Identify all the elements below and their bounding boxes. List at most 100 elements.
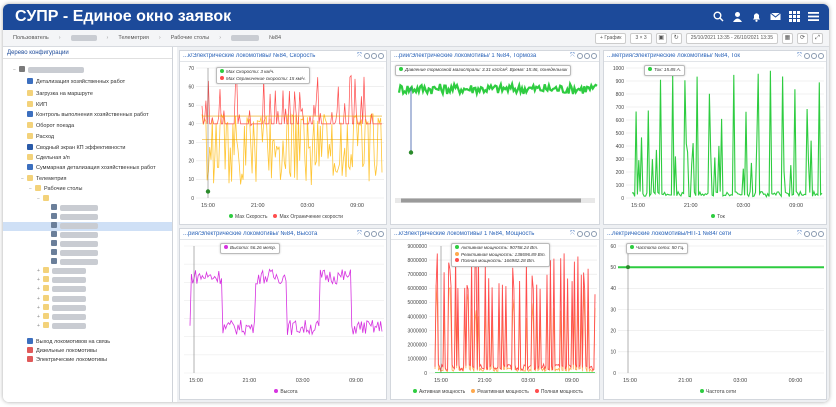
tree-node[interactable]: Расход bbox=[3, 133, 172, 142]
expand-icon[interactable]: ⤧ bbox=[797, 231, 802, 237]
tree-node[interactable]: Оборот поезда bbox=[3, 122, 172, 131]
x-tick-label: 03:00 bbox=[521, 378, 535, 384]
tree-node-hidden[interactable]: + bbox=[3, 267, 172, 276]
mail-icon[interactable] bbox=[770, 11, 781, 22]
expand-toggle-icon[interactable]: + bbox=[37, 323, 40, 329]
tree-node-hidden[interactable] bbox=[3, 213, 172, 222]
legend-item[interactable]: Max Скорость bbox=[235, 214, 268, 220]
tree-node-hidden[interactable]: + bbox=[3, 322, 172, 331]
legend-item[interactable]: Высота bbox=[280, 389, 298, 395]
tree-node-hidden[interactable] bbox=[3, 240, 172, 249]
close-icon[interactable] bbox=[591, 53, 597, 59]
tree-node[interactable]: Дизельные локомотивы bbox=[3, 347, 172, 356]
tree-node[interactable]: Загрузка на маршруте bbox=[3, 90, 172, 99]
bell-icon[interactable] bbox=[751, 11, 762, 22]
breadcrumb-item[interactable]: №84 bbox=[269, 35, 282, 41]
breadcrumb-item[interactable]: Пользователь bbox=[13, 35, 49, 41]
tree-node[interactable]: Электрические локомотивы bbox=[3, 356, 172, 365]
search-icon[interactable] bbox=[713, 11, 724, 22]
grid-icon[interactable] bbox=[789, 11, 800, 22]
settings-icon[interactable] bbox=[364, 53, 370, 59]
legend-item[interactable]: Max Ограничение скорости bbox=[279, 214, 343, 220]
close-icon[interactable] bbox=[591, 231, 597, 237]
minimize-icon[interactable] bbox=[584, 231, 590, 237]
chart-plot[interactable]: 0 100 200 300 400 500 600 700 800 900 1000 15:00 21:… bbox=[604, 62, 828, 210]
minimize-icon[interactable] bbox=[371, 231, 377, 237]
chart-plot[interactable]: 0 10 20 30 40 50 60 70 15:00 21:00 03:00 09:00 bbox=[180, 62, 388, 210]
expand-icon[interactable]: ⤧ bbox=[797, 53, 802, 59]
expand-toggle-icon[interactable]: + bbox=[37, 268, 40, 274]
tree-node-hidden[interactable]: + bbox=[3, 285, 172, 294]
settings-icon[interactable] bbox=[364, 231, 370, 237]
tree-node-hidden[interactable] bbox=[3, 258, 172, 267]
tree-node-hidden[interactable]: + bbox=[3, 313, 172, 322]
expand-icon[interactable]: ⤧ bbox=[357, 231, 362, 237]
redacted-label bbox=[60, 213, 98, 220]
tree-node[interactable]: Суммарная детализация хозяйственных рабо… bbox=[3, 164, 172, 173]
close-icon[interactable] bbox=[818, 53, 824, 59]
date-range-input[interactable]: 25/10/2021 13:35 - 26/10/2021 13:35 bbox=[685, 33, 778, 44]
expand-toggle-icon[interactable]: + bbox=[37, 296, 40, 302]
close-icon[interactable] bbox=[378, 53, 384, 59]
fullscreen-icon[interactable]: ⤢ bbox=[812, 33, 823, 44]
tree-node[interactable]: − Телеметрия bbox=[3, 175, 172, 184]
y-tick-label: 60 bbox=[610, 244, 616, 250]
folder-icon bbox=[51, 204, 57, 210]
tree-node-hidden[interactable]: + bbox=[3, 304, 172, 313]
minimize-icon[interactable] bbox=[584, 53, 590, 59]
tree-node-hidden[interactable] bbox=[3, 231, 172, 240]
tree-node-hidden[interactable] bbox=[3, 204, 172, 213]
tree-node-hidden[interactable] bbox=[3, 222, 172, 231]
minimize-icon[interactable] bbox=[371, 53, 377, 59]
menu-icon[interactable] bbox=[808, 11, 819, 22]
breadcrumb-item[interactable]: Телеметрия bbox=[118, 35, 149, 41]
expand-toggle-icon[interactable]: − bbox=[37, 196, 40, 202]
tree-node-hidden[interactable] bbox=[3, 249, 172, 258]
expand-icon[interactable]: ⤧ bbox=[570, 231, 575, 237]
close-icon[interactable] bbox=[818, 231, 824, 237]
chart-plot[interactable]: 0 10 20 30 40 50 60 15:00 21:00 03:00 09:00 bbox=[604, 240, 828, 385]
close-icon[interactable] bbox=[378, 231, 384, 237]
tree-node[interactable]: Контроль выполнения хозяйственных работ bbox=[3, 111, 172, 120]
settings-icon[interactable] bbox=[804, 231, 810, 237]
legend-item[interactable]: Частота сети bbox=[705, 389, 737, 395]
expand-toggle-icon[interactable]: − bbox=[21, 176, 24, 182]
chart-plot[interactable]: 15:00 21:00 03:00 09:00 bbox=[180, 240, 388, 385]
breadcrumb-item[interactable]: Рабочие столы bbox=[170, 35, 210, 41]
tree-node[interactable]: Детализация хозяйственных работ bbox=[3, 78, 172, 87]
tree-node[interactable]: Сводный экран КП эффективности bbox=[3, 144, 172, 153]
calendar-icon[interactable]: ▦ bbox=[782, 33, 793, 44]
expand-icon[interactable]: ⤧ bbox=[570, 53, 575, 59]
legend-item[interactable]: Ток bbox=[717, 214, 725, 220]
settings-icon[interactable] bbox=[804, 53, 810, 59]
tree-node[interactable]: Сдельная з/п bbox=[3, 154, 172, 163]
expand-toggle-icon[interactable]: − bbox=[13, 67, 16, 73]
tree-node-hidden[interactable]: + bbox=[3, 276, 172, 285]
tree-node[interactable]: − Рабочие столы bbox=[3, 185, 172, 194]
reload-icon[interactable]: ⟳ bbox=[797, 33, 808, 44]
chart-plot[interactable] bbox=[391, 62, 601, 210]
expand-icon[interactable]: ⤧ bbox=[357, 53, 362, 59]
settings-icon[interactable] bbox=[577, 231, 583, 237]
layout-select[interactable]: 3 × 3 bbox=[630, 33, 652, 44]
tree-node[interactable]: КИП bbox=[3, 101, 172, 110]
minimize-icon[interactable] bbox=[811, 231, 817, 237]
save-icon[interactable]: ▣ bbox=[655, 33, 667, 44]
tree-node-hidden[interactable]: − bbox=[3, 66, 172, 75]
expand-toggle-icon[interactable]: + bbox=[37, 305, 40, 311]
tree-node-hidden[interactable]: + bbox=[3, 295, 172, 304]
legend-item[interactable]: Активная мощность bbox=[419, 389, 466, 395]
user-icon[interactable] bbox=[732, 11, 743, 22]
expand-toggle-icon[interactable]: + bbox=[37, 314, 40, 320]
minimize-icon[interactable] bbox=[811, 53, 817, 59]
settings-icon[interactable] bbox=[577, 53, 583, 59]
legend-item[interactable]: Реактивная мощность bbox=[477, 389, 529, 395]
tree-node[interactable]: Выход локомотивов на связь bbox=[3, 338, 172, 347]
refresh-icon[interactable]: ↻ bbox=[670, 33, 682, 44]
expand-toggle-icon[interactable]: + bbox=[37, 277, 40, 283]
legend-item[interactable]: Полная мощность bbox=[540, 389, 583, 395]
expand-toggle-icon[interactable]: + bbox=[37, 286, 40, 292]
expand-toggle-icon[interactable]: − bbox=[29, 186, 32, 192]
tree-node-hidden[interactable]: − bbox=[3, 195, 172, 204]
add-graph-button[interactable]: + График bbox=[595, 33, 627, 44]
